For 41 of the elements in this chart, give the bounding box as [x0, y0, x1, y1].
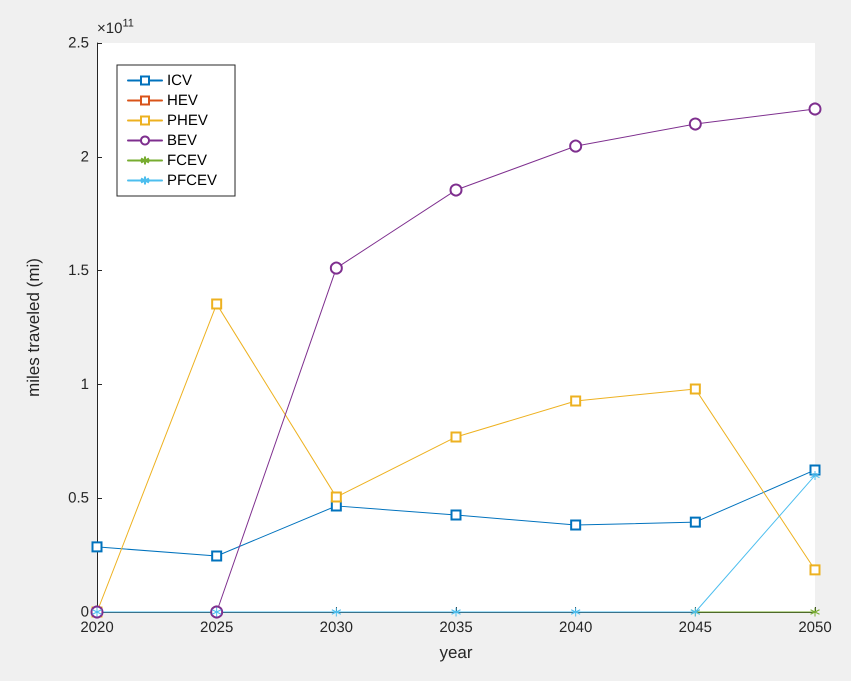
point: [330, 262, 343, 275]
point: [211, 298, 222, 310]
legend-label: BEV: [167, 132, 198, 149]
point: [450, 431, 462, 442]
point: [211, 550, 222, 562]
y-axis-title: miles traveled (mi): [24, 258, 43, 397]
point: [810, 564, 820, 576]
x-tick-label: 2025: [200, 619, 234, 636]
x-tick-label: 2045: [678, 619, 712, 636]
point: [570, 396, 582, 407]
point: [331, 607, 342, 617]
x-tick-label: 2035: [439, 619, 473, 636]
legend-label: HEV: [167, 92, 198, 109]
x-tick-label: 2030: [320, 619, 354, 636]
y-tick-label: 1.5: [68, 262, 89, 280]
point: [569, 140, 582, 153]
y-tick-label: 2.5: [68, 34, 89, 52]
legend-label: ICV: [167, 72, 192, 89]
point: [330, 492, 342, 503]
point: [690, 383, 701, 394]
legend-label: FCEV: [167, 152, 208, 169]
legend-label: PHEV: [167, 112, 208, 129]
y-tick-label: 0.5: [68, 490, 89, 507]
x-tick-label: 2050: [798, 619, 832, 636]
y-tick-label: 1: [80, 376, 89, 393]
x-tick-label: 2020: [80, 619, 114, 636]
point: [450, 184, 462, 197]
point: [810, 470, 820, 480]
x-tick-label: 2040: [558, 619, 592, 636]
y-tick-label: 0: [80, 604, 89, 620]
point: [570, 520, 582, 531]
point: [688, 118, 702, 131]
point: [570, 607, 581, 617]
point: [450, 510, 462, 521]
x-axis-title: year: [439, 643, 473, 662]
point: [808, 102, 822, 116]
legend-label: PFCEV: [167, 172, 218, 189]
point: [451, 607, 461, 617]
point: [92, 541, 102, 552]
y-tick-label: 2: [80, 148, 89, 166]
point: [690, 516, 701, 528]
